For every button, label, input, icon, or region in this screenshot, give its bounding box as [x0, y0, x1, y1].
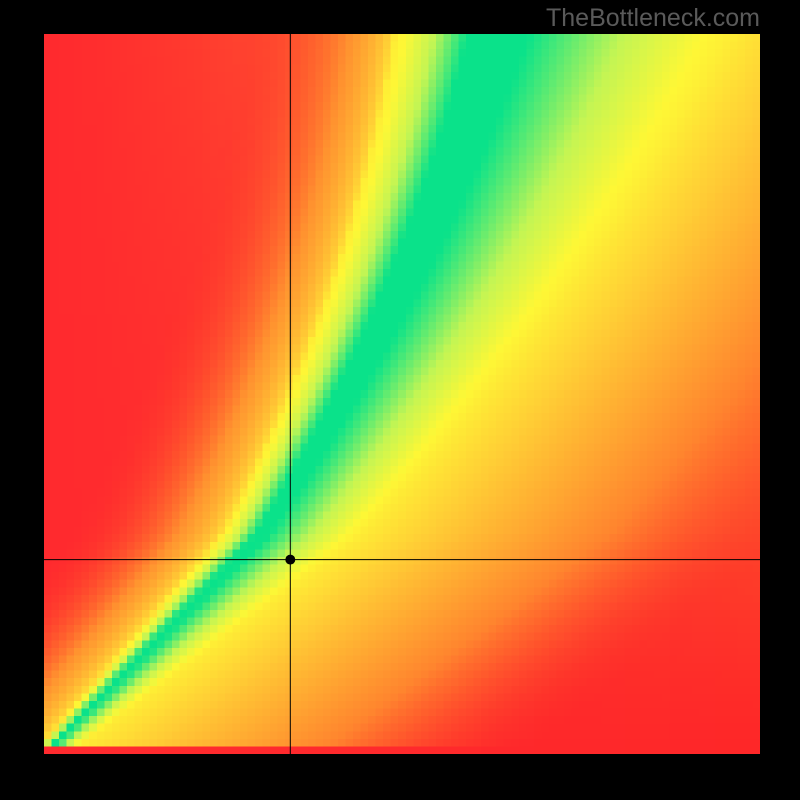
watermark-text: TheBottleneck.com [546, 4, 760, 33]
chart-root: TheBottleneck.com [0, 0, 800, 800]
heatmap-canvas [44, 34, 760, 754]
